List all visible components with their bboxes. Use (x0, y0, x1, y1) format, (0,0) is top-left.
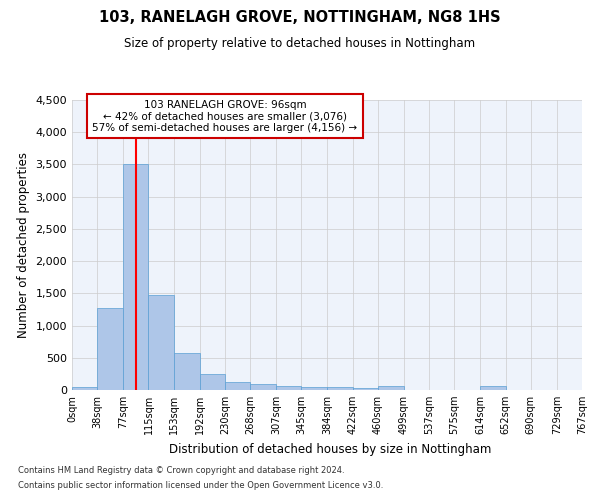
Bar (200, 374, 225, 390)
Bar (378, 386, 404, 390)
Bar (353, 388, 378, 390)
Bar (123, 164, 148, 390)
Text: Size of property relative to detached houses in Nottingham: Size of property relative to detached ho… (124, 38, 476, 51)
Bar (72, 387, 97, 390)
Bar (225, 382, 250, 390)
Bar (276, 386, 301, 390)
Text: 103 RANELAGH GROVE: 96sqm
← 42% of detached houses are smaller (3,076)
57% of se: 103 RANELAGH GROVE: 96sqm ← 42% of detac… (92, 100, 358, 132)
Bar (480, 386, 506, 390)
Bar (148, 294, 174, 390)
Text: Contains HM Land Registry data © Crown copyright and database right 2024.: Contains HM Land Registry data © Crown c… (18, 466, 344, 475)
Y-axis label: Number of detached properties: Number of detached properties (17, 152, 30, 338)
Bar (250, 384, 276, 390)
Bar (97, 308, 123, 390)
Bar (301, 388, 328, 390)
Bar (174, 352, 200, 390)
Text: Distribution of detached houses by size in Nottingham: Distribution of detached houses by size … (169, 442, 491, 456)
Text: 103, RANELAGH GROVE, NOTTINGHAM, NG8 1HS: 103, RANELAGH GROVE, NOTTINGHAM, NG8 1HS (99, 10, 501, 25)
Bar (328, 388, 353, 390)
Text: Contains public sector information licensed under the Open Government Licence v3: Contains public sector information licen… (18, 481, 383, 490)
